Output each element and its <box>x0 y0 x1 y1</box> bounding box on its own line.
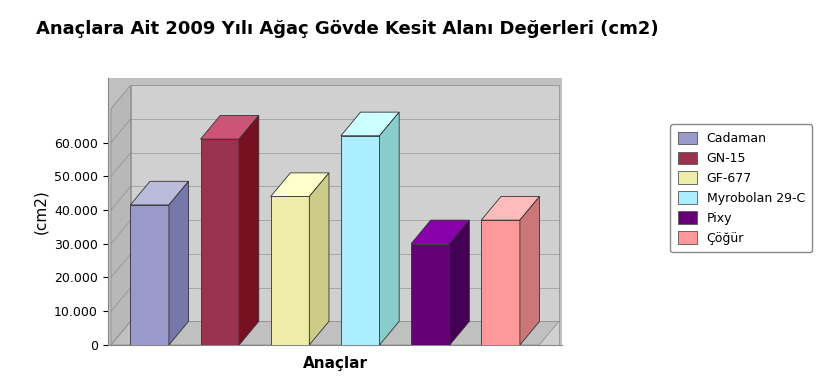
Polygon shape <box>200 139 239 345</box>
Polygon shape <box>270 173 329 196</box>
Polygon shape <box>111 321 559 345</box>
Polygon shape <box>341 112 399 136</box>
Polygon shape <box>520 196 539 345</box>
Polygon shape <box>481 220 520 345</box>
Polygon shape <box>239 116 259 345</box>
Legend: Cadaman, GN-15, GF-677, Myrobolan 29-C, Pixy, Çöğür: Cadaman, GN-15, GF-677, Myrobolan 29-C, … <box>671 124 812 252</box>
Polygon shape <box>169 181 189 345</box>
Polygon shape <box>481 196 539 220</box>
Polygon shape <box>131 85 559 345</box>
Polygon shape <box>270 196 309 345</box>
Polygon shape <box>111 85 131 345</box>
Polygon shape <box>131 181 189 205</box>
Polygon shape <box>200 116 259 139</box>
Polygon shape <box>411 220 470 244</box>
Polygon shape <box>411 244 450 345</box>
Text: Anaçlara Ait 2009 Yılı Ağaç Gövde Kesit Alanı Değerleri (cm2): Anaçlara Ait 2009 Yılı Ağaç Gövde Kesit … <box>36 20 658 38</box>
Polygon shape <box>450 220 470 345</box>
Polygon shape <box>309 173 329 345</box>
Y-axis label: (cm2): (cm2) <box>33 189 48 234</box>
X-axis label: Anaçlar: Anaçlar <box>303 356 367 371</box>
Polygon shape <box>131 205 169 345</box>
Polygon shape <box>380 112 399 345</box>
Polygon shape <box>341 136 380 345</box>
